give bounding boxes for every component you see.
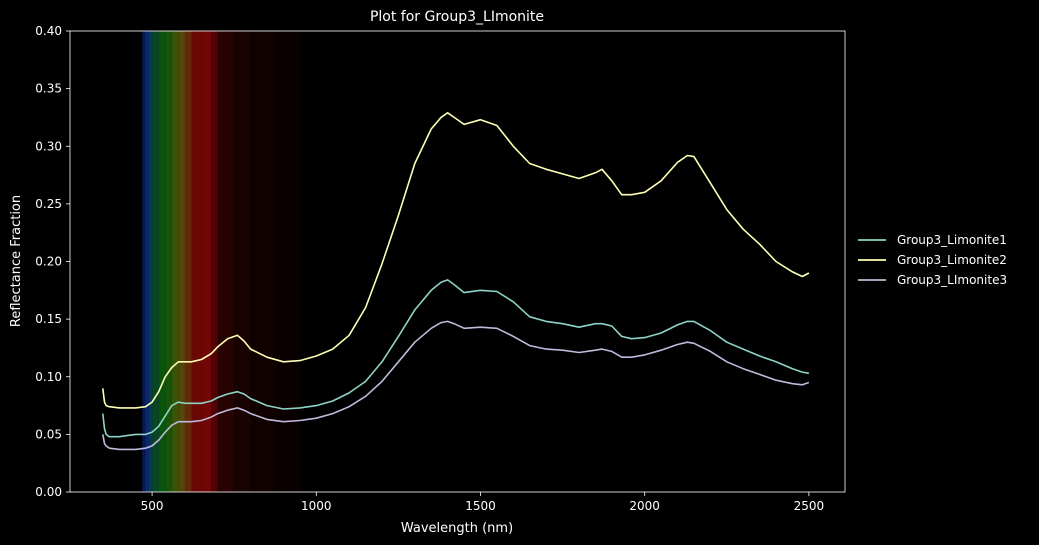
legend: Group3_Limonite1 Group3_Limonite2 Group3_L… <box>858 233 1007 287</box>
spectrum-band-segment <box>191 31 202 492</box>
x-tick-label: 2000 <box>629 499 660 513</box>
spectrum-band-segment <box>184 31 192 492</box>
y-axis: 0.00 0.05 0.10 0.15 0.20 0.25 0.30 0.35 0.40 <box>35 24 70 499</box>
legend-label: Group3_Limonite2 <box>897 253 1007 267</box>
chart-title: Plot for Group3_LImonite <box>370 9 544 25</box>
spectrum-band-segment <box>158 31 166 492</box>
y-tick-label: 0.15 <box>35 312 62 326</box>
spectrum-band-segment <box>211 31 218 492</box>
legend-label: Group3_LImonite3 <box>897 273 1007 287</box>
spectrum-band-segment <box>165 31 172 492</box>
y-tick-label: 0.30 <box>35 139 62 153</box>
spectrum-band-segment <box>148 31 153 492</box>
x-tick-label: 1500 <box>465 499 496 513</box>
spectrum-band-segment <box>201 31 212 492</box>
series-layer <box>102 112 810 451</box>
y-tick-label: 0.25 <box>35 197 62 211</box>
x-axis: 500 1000 1500 2000 2500 <box>141 492 825 513</box>
visible-spectrum-band <box>142 31 300 492</box>
spectrum-band-segment <box>276 31 300 492</box>
x-tick-label: 2500 <box>794 499 825 513</box>
legend-label: Group3_Limonite1 <box>897 233 1007 247</box>
spectrum-band-segment <box>152 31 159 492</box>
x-axis-label: Wavelength (nm) <box>401 521 513 536</box>
y-tick-label: 0.35 <box>35 82 62 96</box>
series-line <box>102 279 810 438</box>
spectrum-band-segment <box>171 31 179 492</box>
y-axis-label: Reflectance Fraction <box>9 195 24 327</box>
y-tick-label: 0.40 <box>35 24 62 38</box>
spectrum-band-segment <box>178 31 185 492</box>
spectrum-band-segment <box>250 31 277 492</box>
y-tick-label: 0.05 <box>35 427 62 441</box>
spectrum-band-segment <box>234 31 251 492</box>
y-tick-label: 0.00 <box>35 485 62 499</box>
y-tick-label: 0.20 <box>35 255 62 269</box>
x-tick-label: 1000 <box>301 499 332 513</box>
x-tick-label: 500 <box>141 499 164 513</box>
spectrum-band-segment <box>145 31 149 492</box>
series-line <box>102 112 810 409</box>
spectrum-band-segment <box>142 31 146 492</box>
series-line <box>102 320 810 451</box>
spectrum-band-segment <box>217 31 235 492</box>
y-tick-label: 0.10 <box>35 370 62 384</box>
